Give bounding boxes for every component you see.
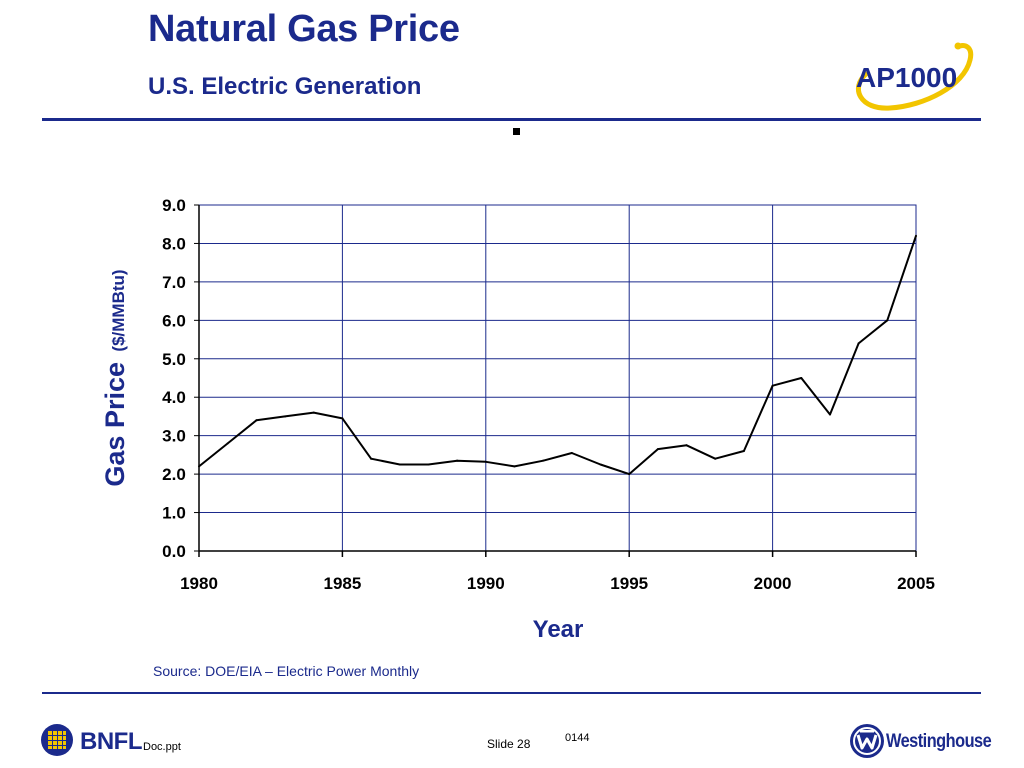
data-point [398, 463, 401, 466]
y-axis-label-main: Gas Price [100, 362, 130, 487]
plot-area-border [198, 204, 917, 552]
y-tick-label: 0.0 [162, 542, 186, 561]
data-point [800, 377, 803, 379]
data-point [341, 417, 344, 420]
x-tick-label: 2000 [754, 574, 792, 593]
data-point [484, 460, 487, 463]
data-point [255, 419, 258, 422]
data-point [226, 442, 229, 445]
slide-number: Slide 28 [487, 737, 531, 751]
data-point [857, 342, 860, 345]
y-tick-label: 5.0 [162, 350, 186, 369]
y-tick-label: 7.0 [162, 273, 186, 292]
y-tick-label: 9.0 [162, 196, 186, 215]
data-point [828, 413, 831, 416]
westinghouse-logo-icon [850, 724, 884, 758]
data-point [370, 457, 373, 460]
bnfl-logo-text: BNFL [80, 728, 142, 755]
bnfl-logo-icon [41, 724, 73, 756]
slide-title: Natural Gas Price [148, 8, 460, 50]
data-point [513, 465, 516, 468]
document-code: 0144 [565, 732, 590, 744]
data-point [456, 459, 459, 462]
data-point [198, 465, 200, 468]
chart-axes [194, 204, 917, 557]
data-point [685, 444, 688, 447]
x-tick-label: 1990 [467, 574, 505, 593]
y-axis-label: Gas Price ($/MMBtu) [100, 269, 130, 486]
data-point [284, 415, 287, 418]
y-tick-label: 2.0 [162, 465, 186, 484]
y-tick-label: 6.0 [162, 311, 186, 330]
data-point [656, 448, 659, 451]
data-point [771, 384, 774, 387]
file-name: Doc.ppt [143, 741, 181, 753]
slide-subtitle: U.S. Electric Generation [148, 73, 422, 100]
y-axis-label-unit: ($/MMBtu) [109, 269, 128, 351]
data-point [714, 457, 717, 460]
data-point [599, 463, 602, 466]
chart-grid [198, 204, 917, 552]
footer-divider [42, 692, 981, 694]
x-axis-label: Year [533, 616, 584, 643]
x-tick-label: 2005 [897, 574, 935, 593]
header-divider [42, 118, 981, 121]
gas-price-line-chart: 0.0 1.0 2.0 3.0 4.0 5.0 6.0 7.0 8.0 9.0 1980 1985 19… [100, 196, 935, 643]
data-point [915, 234, 917, 237]
data-point [542, 459, 545, 462]
source-note: Source: DOE/EIA – Electric Power Monthly [153, 663, 420, 679]
data-point [628, 473, 631, 476]
y-tick-label: 1.0 [162, 504, 186, 523]
stray-dot [513, 128, 520, 135]
x-tick-label: 1995 [610, 574, 648, 593]
ap1000-logo-text: AP1000 [856, 62, 957, 93]
data-point [570, 451, 573, 454]
westinghouse-logo-text: Westinghouse [886, 731, 992, 752]
chart-series [198, 234, 917, 476]
y-tick-label: 4.0 [162, 388, 186, 407]
data-point [742, 450, 745, 453]
chart-tick-labels: 0.0 1.0 2.0 3.0 4.0 5.0 6.0 7.0 8.0 9.0 1980 1985 19… [162, 196, 935, 593]
data-point [312, 411, 315, 414]
y-tick-label: 3.0 [162, 427, 186, 446]
x-tick-label: 1980 [180, 574, 218, 593]
x-tick-label: 1985 [323, 574, 361, 593]
series-line [198, 235, 917, 476]
data-point [427, 463, 430, 466]
y-tick-label: 8.0 [162, 234, 186, 253]
ap1000-logo: AP1000 [855, 42, 974, 111]
data-point [886, 319, 889, 322]
